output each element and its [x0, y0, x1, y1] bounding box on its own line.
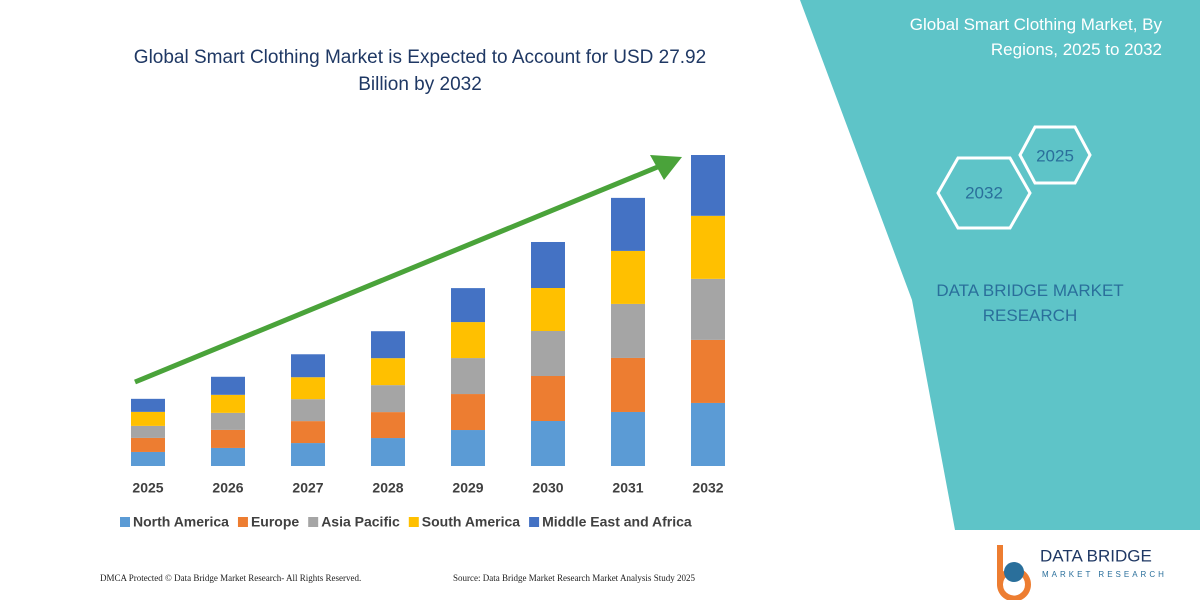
bar-segment: [531, 420, 565, 466]
bar-segment: [211, 394, 245, 413]
trend-arrow-head: [650, 155, 682, 180]
bar-segment: [611, 411, 645, 466]
x-tick-label: 2027: [292, 480, 323, 496]
bar-segment: [451, 358, 485, 395]
bar-segment: [211, 412, 245, 430]
bar-segment: [211, 447, 245, 466]
bar-segment: [611, 197, 645, 251]
bar-segment: [611, 303, 645, 358]
x-tick-label: 2025: [132, 480, 163, 496]
hexagon-label: 2025: [1036, 146, 1074, 165]
x-tick-label: 2032: [692, 480, 723, 496]
x-tick-label: 2026: [212, 480, 243, 496]
bar-segment: [451, 288, 485, 323]
bar-segment: [291, 354, 325, 378]
bar-segment: [611, 357, 645, 412]
legend-swatch: [529, 517, 540, 527]
bar-segment: [131, 398, 165, 412]
panel-brand: DATA BRIDGE MARKET RESEARCH: [936, 281, 1124, 325]
legend-swatch: [408, 517, 419, 527]
legend-label: North America: [133, 514, 229, 530]
bar-segment: [691, 278, 725, 340]
bar-segment: [371, 385, 405, 413]
bar-segment: [371, 358, 405, 386]
logo-name: DATA BRIDGE: [1040, 546, 1152, 565]
legend-label: South America: [422, 514, 520, 530]
chart-title: Global Smart Clothing Market is Expected…: [133, 47, 707, 95]
legend-label: Middle East and Africa: [542, 514, 692, 530]
panel-title: Global Smart Clothing Market, By Regions…: [909, 15, 1162, 59]
footer-source: Source: Data Bridge Market Research Mark…: [453, 573, 695, 583]
bar-segment: [451, 430, 485, 466]
bar-segment: [371, 438, 405, 466]
bar-segment: [211, 429, 245, 448]
x-tick-label: 2031: [612, 480, 643, 496]
bar-segment: [531, 287, 565, 331]
bar-segment: [691, 215, 725, 279]
side-panel-bg: [800, 0, 1200, 530]
hexagon: [936, 156, 1032, 230]
legend-swatch: [308, 517, 319, 527]
bar-segment: [451, 394, 485, 431]
bar-segment: [611, 250, 645, 304]
logo-mark: [1004, 562, 1024, 582]
bar-segment: [131, 451, 165, 466]
bar-segment: [371, 331, 405, 359]
bar-segment: [131, 425, 165, 438]
x-tick-label: 2029: [452, 480, 483, 496]
legend-swatch: [237, 517, 248, 527]
bar-segment: [691, 339, 725, 403]
bar-segment: [371, 412, 405, 439]
bar-segment: [291, 399, 325, 422]
bar-segment: [131, 411, 165, 426]
bar-segment: [291, 421, 325, 444]
x-tick-label: 2030: [532, 480, 563, 496]
legend-swatch: [120, 517, 130, 527]
legend-label: Asia Pacific: [321, 514, 400, 530]
bar-segment: [291, 443, 325, 466]
legend-label: Europe: [251, 514, 299, 530]
bar-segment: [211, 376, 245, 395]
x-tick-label: 2028: [372, 480, 403, 496]
bar-segment: [691, 402, 725, 466]
hexagon-label: 2032: [965, 183, 1003, 202]
logo-tagline: MARKET RESEARCH: [1042, 570, 1167, 579]
bar-segment: [451, 322, 485, 359]
footer-rights: DMCA Protected © Data Bridge Market Rese…: [100, 573, 361, 583]
bar-segment: [291, 377, 325, 400]
hexagon: [1018, 125, 1092, 185]
bar-segment: [531, 330, 565, 376]
bar-segment: [531, 241, 565, 288]
bar-segment: [131, 437, 165, 452]
bar-segment: [691, 155, 725, 216]
trend-arrow: [134, 163, 661, 385]
bar-segment: [531, 375, 565, 421]
